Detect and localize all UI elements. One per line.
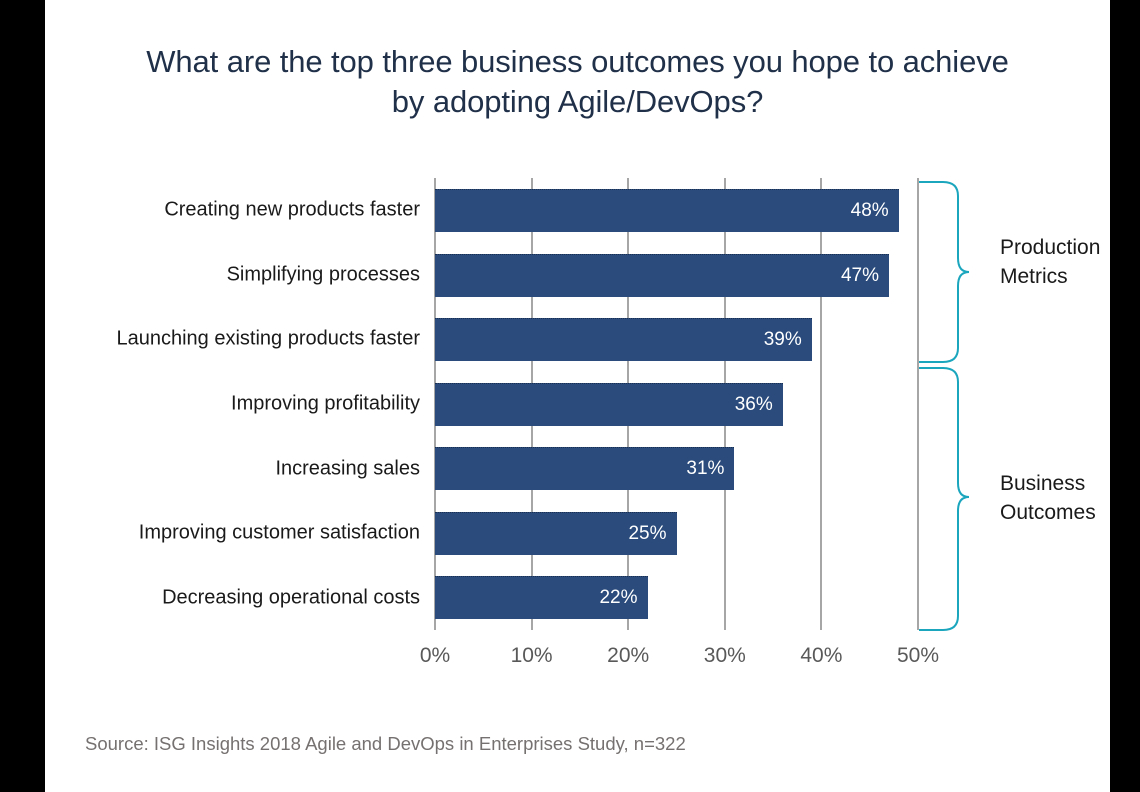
category-label: Decreasing operational costs — [162, 586, 420, 609]
bar[interactable]: 48% — [435, 189, 899, 232]
bar-value-label: 36% — [734, 393, 773, 415]
category-label: Creating new products faster — [164, 198, 420, 221]
bar-chart: 48% 47% 39% 36% 31% 25% 22% 0% 10% 20% 30% 40% 50% C… — [45, 0, 1110, 792]
bar-row[interactable]: 25% — [435, 501, 918, 566]
category-label: Launching existing products faster — [116, 327, 420, 350]
bar-row[interactable]: 39% — [435, 307, 918, 372]
bar-row[interactable]: 22% — [435, 565, 918, 630]
letterbox-left — [0, 0, 45, 792]
annotation-production-metrics: Production Metrics — [1000, 233, 1100, 291]
bar-value-label: 48% — [850, 200, 889, 221]
slide-canvas: What are the top three business outcomes… — [45, 0, 1110, 792]
plot-area: 48% 47% 39% 36% 31% 25% 22% — [434, 178, 919, 630]
x-axis-tick-label: 50% — [896, 644, 940, 667]
bar[interactable]: 47% — [435, 253, 890, 297]
annotation-production-metrics-line-2: Metrics — [1000, 265, 1068, 288]
bar[interactable]: 39% — [435, 318, 812, 362]
bar-row[interactable]: 47% — [435, 243, 918, 308]
bar-value-label: 25% — [628, 522, 667, 544]
x-axis-tick-label: 40% — [800, 644, 843, 667]
x-axis-tick-label: 0% — [419, 644, 451, 667]
bar-value-label: 31% — [686, 458, 725, 480]
category-label: Increasing sales — [275, 457, 420, 480]
x-axis-tick-label: 30% — [703, 644, 746, 667]
chart-title: What are the top three business outcomes… — [60, 42, 1095, 122]
bar-row[interactable]: 31% — [435, 436, 918, 501]
bar[interactable]: 22% — [435, 576, 648, 620]
category-label: Simplifying processes — [226, 263, 420, 286]
x-axis-tick-label: 10% — [510, 644, 553, 667]
bar[interactable]: 31% — [435, 447, 735, 491]
category-label: Improving customer satisfaction — [138, 521, 420, 544]
bar[interactable]: 25% — [435, 511, 677, 555]
gridline — [820, 178, 823, 630]
x-axis-tick-label: 20% — [607, 644, 650, 667]
annotation-business-outcomes: Business Outcomes — [1000, 469, 1096, 527]
bar[interactable]: 36% — [435, 382, 783, 426]
annotation-business-outcomes-line-1: Business — [1000, 472, 1086, 495]
chart-title-line-1: What are the top three business outcomes… — [146, 44, 1009, 79]
source-note: Source: ISG Insights 2018 Agile and DevO… — [85, 733, 686, 754]
bar-value-label: 22% — [599, 587, 638, 609]
bar-value-label: 47% — [840, 264, 880, 286]
bar-row[interactable]: 36% — [435, 372, 918, 437]
letterbox-right — [1110, 0, 1140, 792]
gridline — [917, 178, 919, 630]
bar-value-label: 39% — [763, 329, 802, 351]
category-label: Improving profitability — [231, 392, 420, 415]
chart-title-line-2: by adopting Agile/DevOps? — [391, 84, 764, 119]
bar-row[interactable]: 48% — [435, 178, 918, 243]
annotation-business-outcomes-line-2: Outcomes — [1000, 501, 1096, 524]
annotation-production-metrics-line-1: Production — [1000, 236, 1101, 259]
